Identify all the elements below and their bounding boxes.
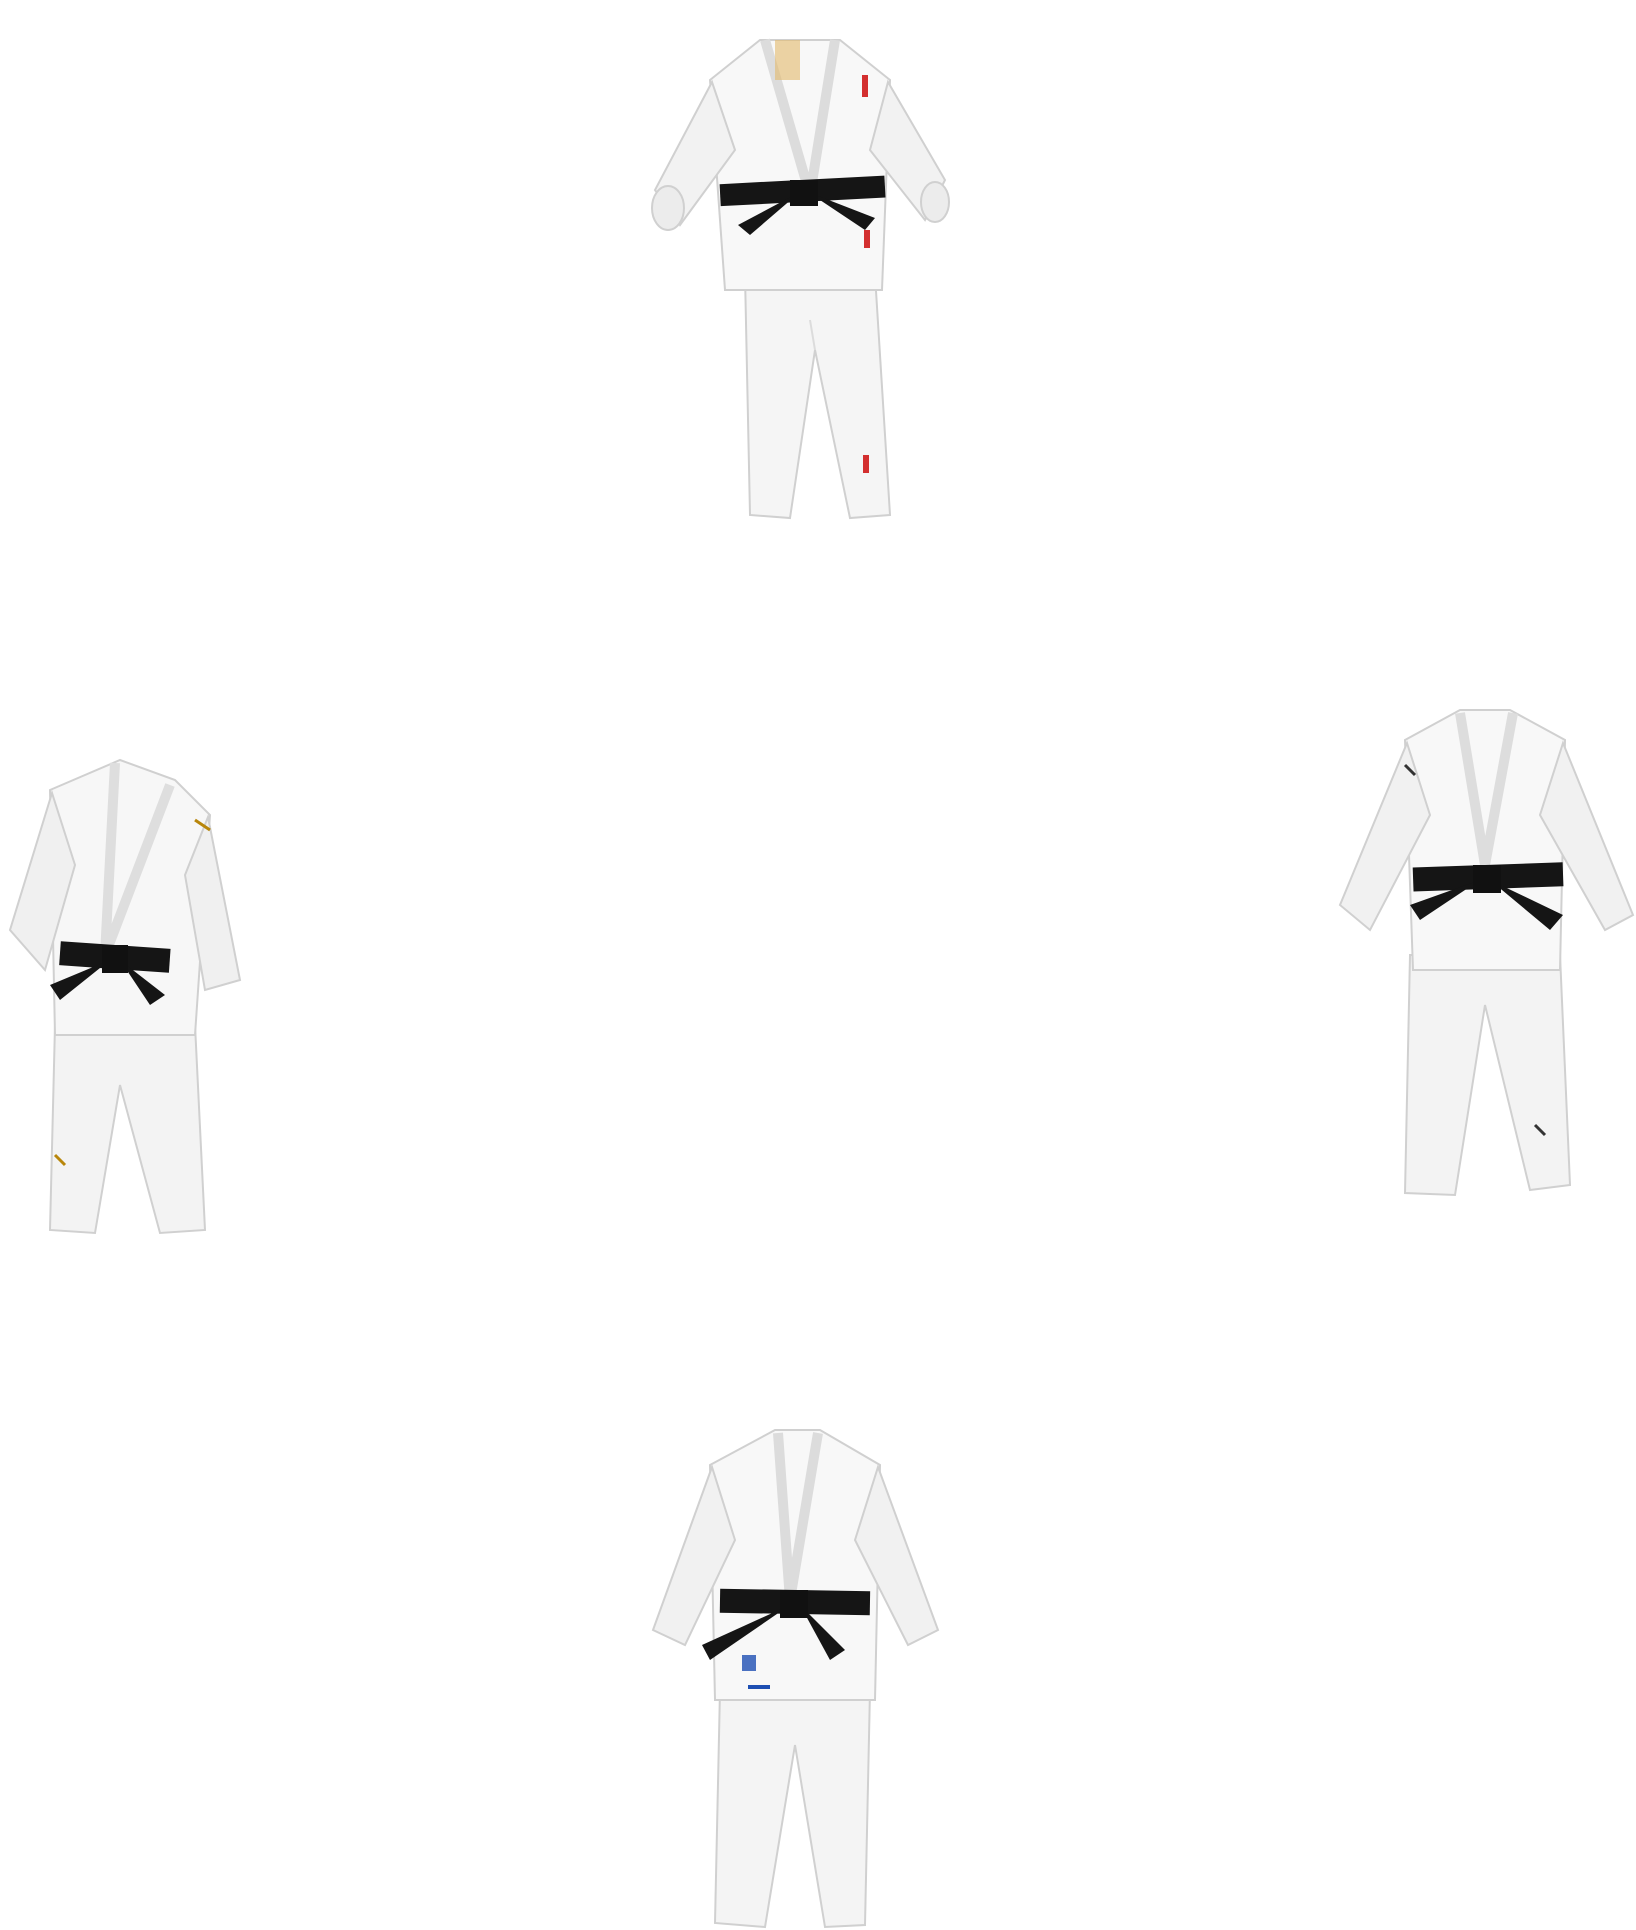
judogi-bottom-image (651, 1429, 940, 1929)
judogi-left-image (8, 758, 242, 1235)
judogi-icon (1338, 709, 1635, 1197)
judogi-icon (651, 1429, 940, 1929)
judogi-top-image (651, 38, 950, 520)
judogi-icon (651, 38, 950, 520)
judogi-right-image (1338, 709, 1635, 1197)
judogi-icon (8, 758, 242, 1235)
